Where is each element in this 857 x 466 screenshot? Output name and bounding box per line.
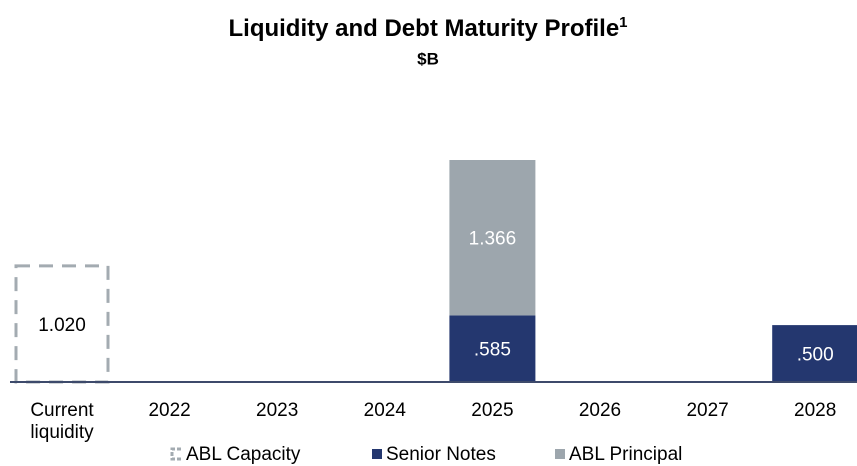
legend-label: ABL Principal bbox=[569, 444, 682, 465]
legend-label: ABL Capacity bbox=[186, 444, 301, 465]
x-tick-label: 2028 bbox=[794, 400, 837, 421]
title-footnote: 1 bbox=[619, 14, 627, 31]
chart-title: Liquidity and Debt Maturity Profile1 bbox=[228, 14, 627, 42]
bar-segment bbox=[772, 325, 857, 382]
x-tick-label: 2024 bbox=[363, 400, 406, 421]
x-tick-label: 2026 bbox=[578, 400, 622, 421]
value-label: .500 bbox=[797, 345, 834, 366]
value-label: 1.366 bbox=[469, 229, 517, 250]
x-tick-label: 2022 bbox=[148, 400, 191, 421]
title-text: Liquidity and Debt Maturity Profile bbox=[228, 15, 619, 42]
x-tick-label: 2025 bbox=[471, 400, 514, 421]
x-tick-label: Current liquidity bbox=[30, 400, 94, 443]
legend-swatch bbox=[372, 449, 382, 459]
legend-label: Senior Notes bbox=[386, 444, 496, 465]
chart-subtitle: $B bbox=[417, 49, 439, 68]
value-label: 1.020 bbox=[38, 315, 86, 336]
bar-segment bbox=[449, 315, 536, 382]
legend-swatch bbox=[170, 447, 181, 461]
x-tick-label: 2023 bbox=[256, 400, 299, 421]
bar-segment bbox=[449, 160, 536, 316]
legend-swatch bbox=[555, 449, 565, 459]
value-label: .585 bbox=[474, 340, 511, 361]
x-tick-label: 2027 bbox=[686, 400, 729, 421]
